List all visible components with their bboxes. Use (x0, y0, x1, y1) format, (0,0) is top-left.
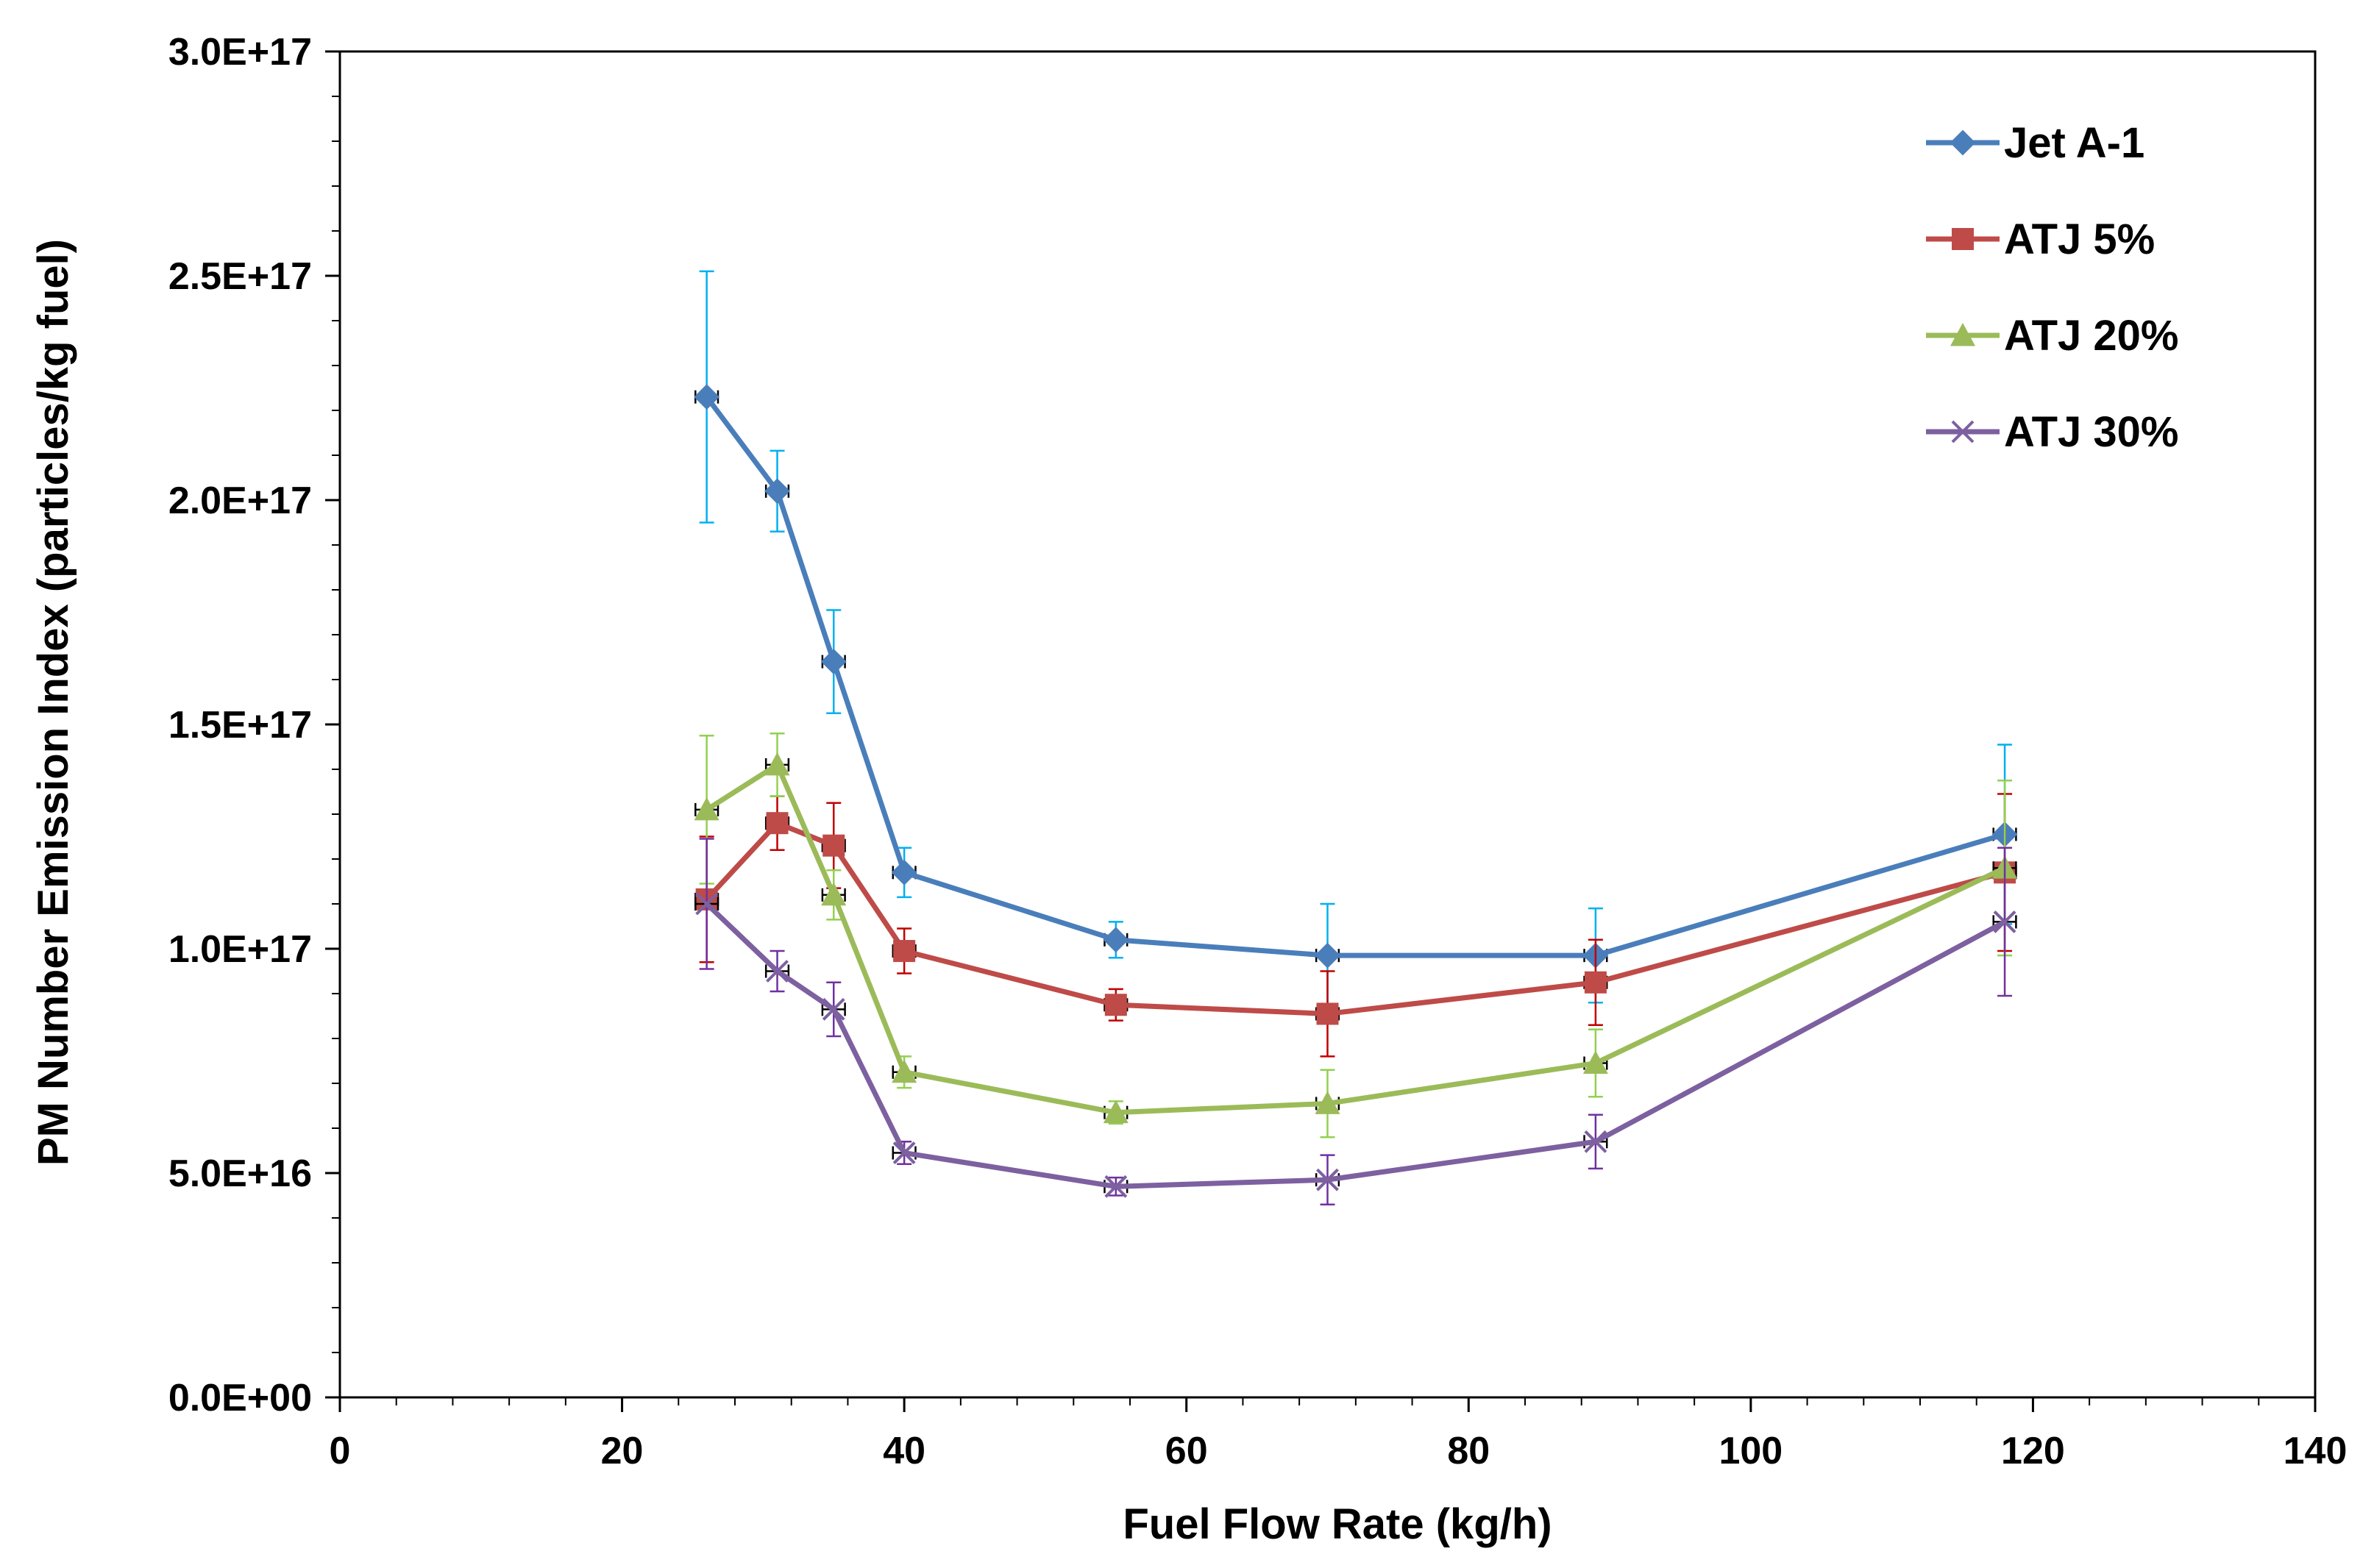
data-point (1582, 1050, 1608, 1074)
legend-swatch-marker (1952, 228, 1974, 250)
data-point (1315, 942, 1340, 969)
legend-label: ATJ 20% (2004, 312, 2178, 360)
data-point (766, 960, 789, 983)
data-point (1584, 1130, 1607, 1153)
y-tick-label: 1.5E+17 (168, 704, 312, 746)
data-point (764, 478, 790, 505)
x-tick-label: 60 (1165, 1430, 1208, 1472)
y-tick-label: 1.0E+17 (168, 928, 312, 971)
x-tick-label: 80 (1447, 1430, 1490, 1472)
data-point (892, 1141, 916, 1164)
x-tick-label: 20 (601, 1430, 644, 1472)
data-point (892, 1059, 917, 1083)
data-point (766, 812, 789, 835)
marker-stroke (822, 997, 845, 1021)
legend: Jet A-1 ATJ 5% ATJ 20% ATJ 30% (1926, 119, 2178, 456)
marker-stroke (1316, 1168, 1339, 1191)
series-line (705, 902, 2006, 1189)
data-point (1103, 1100, 1129, 1124)
data-point (1103, 927, 1129, 953)
data-point (764, 752, 790, 776)
data-point (1104, 1175, 1128, 1198)
marker-stroke (892, 1141, 916, 1164)
legend-label: Jet A-1 (2004, 119, 2144, 167)
data-point (694, 797, 719, 821)
data-point (891, 859, 917, 885)
y-tick-label: 5.0E+16 (168, 1152, 312, 1195)
data-point (1316, 1168, 1339, 1191)
series-line (704, 395, 2006, 958)
series-layer (694, 270, 2018, 1205)
x-tick-label: 0 (330, 1430, 351, 1472)
legend-item: Jet A-1 (1926, 119, 2144, 167)
legend-swatch-marker (1950, 129, 1976, 156)
legend-item: ATJ 30% (1926, 408, 2178, 456)
data-point (822, 834, 845, 857)
y-axis-title: PM Number Emission Index (particles/kg f… (29, 239, 77, 1166)
data-point (694, 384, 720, 410)
data-point (695, 892, 719, 916)
marker-stroke (1993, 910, 2016, 933)
marker-stroke (766, 960, 789, 983)
y-tick-label: 0.0E+00 (168, 1377, 312, 1419)
x-tick-label: 40 (883, 1430, 925, 1472)
series-atj-30 (694, 838, 2017, 1205)
legend-item: ATJ 5% (1926, 215, 2155, 263)
legend-swatch-marker (1951, 420, 1975, 443)
legend-item: ATJ 20% (1926, 312, 2178, 360)
x-tick-label: 120 (2001, 1430, 2065, 1472)
marker-stroke (1584, 1130, 1607, 1153)
data-point (893, 940, 916, 963)
marker-stroke (1104, 1175, 1128, 1198)
x-tick-label: 100 (1719, 1430, 1783, 1472)
marker-stroke (1951, 420, 1975, 443)
axes-layer: 0.0E+00 5.0E+16 1.0E+17 1.5E+17 2.0E+17 2.5E+… (168, 31, 2348, 1472)
data-point (1316, 1002, 1339, 1025)
marker-stroke (695, 892, 719, 916)
legend-label: ATJ 30% (2004, 408, 2178, 456)
legend-swatch-marker (1950, 323, 1975, 346)
data-point (1993, 910, 2016, 933)
data-point (1584, 971, 1607, 994)
data-point (1315, 1091, 1340, 1114)
legend-label: ATJ 5% (2004, 215, 2155, 263)
x-tick-label: 140 (2284, 1430, 2348, 1472)
data-point (821, 882, 847, 906)
y-tick-label: 2.0E+17 (168, 480, 312, 522)
y-tick-label: 2.5E+17 (168, 255, 312, 298)
x-axis-title: Fuel Flow Rate (kg/h) (1123, 1500, 1552, 1548)
series-line (705, 762, 2006, 1116)
data-point (822, 997, 845, 1021)
data-point (820, 649, 847, 675)
y-tick-label: 3.0E+17 (168, 31, 312, 74)
data-point (1104, 994, 1127, 1016)
